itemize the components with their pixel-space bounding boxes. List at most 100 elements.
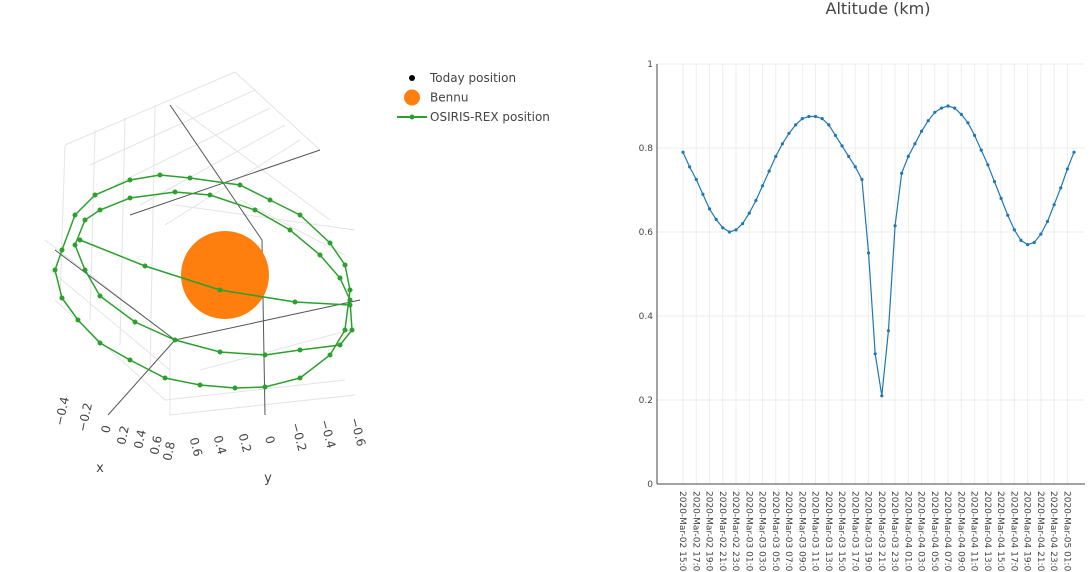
- altitude-point: [1006, 213, 1010, 217]
- altitude-point: [1052, 203, 1056, 207]
- x-tick-label: 2020-Mar-04 05:00: [929, 491, 939, 572]
- altitude-point: [906, 154, 910, 158]
- altitude-point: [913, 142, 917, 146]
- x-tick-label: 2020-Mar-03 05:00: [770, 491, 780, 572]
- x-tick-label: 2020-Mar-03 09:00: [796, 491, 806, 572]
- orbit-dot: [92, 192, 98, 198]
- altitude-point: [972, 133, 977, 137]
- orbit-dot: [77, 237, 83, 243]
- altitude-point: [681, 150, 685, 154]
- y-tick-label: 1: [647, 60, 653, 70]
- orbit-dot: [82, 217, 88, 223]
- orbit-dot: [132, 319, 138, 325]
- x-tick-label: 2020-Mar-02 23:00: [730, 491, 740, 572]
- altitude-point: [933, 110, 937, 114]
- x-tick-label: 2020-Mar-04 21:00: [1035, 491, 1045, 572]
- x-tick-label: 2020-Mar-04 19:00: [1022, 491, 1032, 572]
- altitude-point: [840, 144, 844, 148]
- orbit-dot: [172, 189, 178, 195]
- x-tick-label: 2020-Mar-03 07:00: [783, 491, 793, 572]
- x-tick-label: 2020-Mar-04 13:00: [982, 491, 992, 572]
- orbit-dot: [97, 207, 103, 213]
- altitude-point: [688, 165, 692, 169]
- orbit-dot: [127, 357, 133, 363]
- altitude-point: [999, 196, 1003, 200]
- legend-marker: [409, 114, 415, 120]
- x-tick-label: 2020-Mar-03 03:00: [757, 491, 767, 572]
- orbit-dot: [217, 287, 223, 293]
- y-tick-label: 0.8: [639, 144, 654, 154]
- altitude-point: [714, 217, 718, 221]
- orbit-dot: [127, 177, 133, 183]
- x-tick-label: 2020-Mar-04 15:00: [995, 491, 1005, 572]
- x-tick-label: 2020-Mar-02 15:00: [677, 491, 687, 572]
- x-tick-label: −0.4: [52, 395, 72, 426]
- altitude-point: [741, 222, 745, 226]
- x-tick-label: 2020-Mar-03 01:00: [743, 491, 753, 572]
- orbit-dot: [267, 197, 273, 203]
- altitude-point: [866, 251, 871, 255]
- y-tick-label: 0.2: [639, 396, 653, 406]
- altitude-point: [959, 112, 963, 116]
- orbit-dot: [337, 342, 343, 348]
- altitude-point: [780, 142, 785, 146]
- x-tick-label: 2020-Mar-04 11:00: [969, 491, 979, 572]
- x-tick-label: 2020-Mar-05 01:00: [1061, 491, 1071, 572]
- orbit-dot: [317, 252, 323, 258]
- altitude-point: [833, 133, 838, 137]
- altitude-point: [939, 106, 944, 110]
- altitude-point: [774, 154, 778, 158]
- y-tick-label: −0.6: [347, 416, 368, 448]
- y-tick-label: 0.4: [639, 312, 654, 322]
- legend-label: Today position: [429, 71, 516, 85]
- altitude-point: [807, 114, 811, 119]
- orbit-dot: [262, 352, 268, 358]
- orbit-dot: [237, 182, 243, 188]
- orbit-dot: [252, 207, 258, 213]
- altitude-point: [727, 230, 731, 234]
- altitude-point: [813, 114, 818, 119]
- orbit-dot: [197, 382, 203, 388]
- altitude-point: [992, 180, 997, 184]
- scene-grid: [44, 71, 361, 416]
- y-tick-label: 0.4: [211, 434, 229, 456]
- bennu: [181, 231, 269, 319]
- y-tick-label: −0.4: [317, 418, 338, 450]
- altitude-line: [682, 105, 1075, 396]
- x-tick-label: 2020-Mar-02 19:00: [704, 491, 714, 572]
- orbit-dot: [297, 212, 303, 218]
- orbit-dot: [72, 242, 78, 248]
- x-tick-label: 2020-Mar-04 07:00: [942, 491, 952, 572]
- x-tick-label: 0.4: [131, 428, 149, 450]
- orbit-dot: [287, 227, 293, 233]
- altitude-point: [747, 211, 751, 215]
- orbit-dot: [327, 240, 333, 246]
- y-tick-label: 0: [647, 480, 653, 490]
- altitude-point: [966, 121, 970, 125]
- x-tick-label: 2020-Mar-04 09:00: [955, 491, 965, 572]
- altitude-point: [767, 169, 771, 173]
- orbit-dot: [52, 267, 58, 273]
- altitude-point: [1072, 150, 1076, 154]
- orbit-dot: [342, 262, 348, 268]
- orbit-dot: [187, 175, 193, 181]
- altitude-point: [873, 352, 877, 356]
- x-tick-label: 2020-Mar-04 03:00: [916, 491, 926, 572]
- altitude-point: [734, 228, 738, 232]
- orbit-dot: [157, 172, 163, 178]
- altitude-point: [926, 119, 930, 123]
- x-tick-label: 2020-Mar-02 21:00: [717, 491, 727, 572]
- altitude-point: [979, 148, 983, 152]
- orbit-dot: [262, 384, 268, 390]
- altitude-point: [1012, 228, 1016, 232]
- altitude-point: [886, 329, 891, 333]
- orbit-dot: [82, 267, 88, 273]
- orbit-dot: [349, 327, 355, 333]
- altitude-point: [1032, 240, 1036, 245]
- altitude-point: [721, 226, 725, 230]
- altitude-point: [1026, 243, 1030, 247]
- orbit-dot: [347, 287, 353, 293]
- chart-title: Altitude (km): [826, 0, 931, 18]
- altitude-point: [893, 224, 897, 228]
- altitude-point: [1019, 238, 1023, 242]
